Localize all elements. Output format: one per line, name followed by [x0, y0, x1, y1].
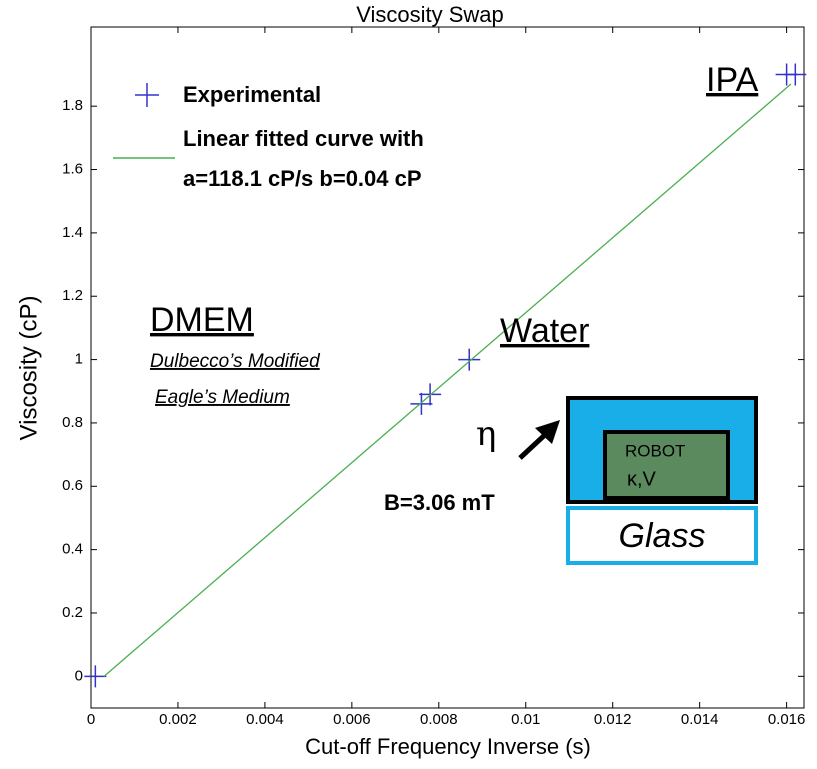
x-tick-label: 0	[87, 711, 95, 728]
annotation: Water	[500, 312, 589, 350]
arrow-shaft	[518, 430, 550, 460]
x-tick-label: 0.006	[333, 711, 371, 728]
y-tick-label: 1.4	[62, 224, 83, 241]
legend-note: a=118.1 cP/s b=0.04 cP	[183, 166, 422, 191]
annotation: ROBOT	[625, 441, 685, 460]
y-tick-label: 0.6	[62, 477, 83, 494]
x-tick-label: 0.01	[511, 711, 540, 728]
legend-label: Linear fitted curve with	[183, 126, 424, 151]
y-tick-label: 0.2	[62, 604, 83, 621]
x-tick-label: 0.012	[594, 711, 632, 728]
y-tick-label: 1.8	[62, 97, 83, 114]
chart-title: Viscosity Swap	[356, 2, 504, 27]
data-point	[458, 348, 481, 371]
annotation: κ,V	[627, 468, 657, 490]
y-tick-label: 0.8	[62, 414, 83, 431]
legend-marker	[135, 83, 159, 107]
x-tick-label: 0.014	[681, 711, 719, 728]
y-tick-label: 0	[75, 667, 83, 684]
inset-diagram	[518, 396, 758, 565]
y-tick-label: 1.6	[62, 161, 83, 178]
annotation: IPA	[706, 61, 759, 99]
x-tick-label: 0.008	[420, 711, 458, 728]
annotation: Eagle’s Medium	[155, 387, 290, 408]
annotation: η	[476, 414, 496, 454]
fit-line	[103, 83, 792, 677]
glass-box	[566, 506, 758, 565]
data-point	[84, 665, 107, 688]
y-tick-label: 1	[75, 351, 83, 368]
annotation: Glass	[619, 517, 706, 555]
data-point	[410, 392, 433, 415]
x-tick-label: 0.002	[159, 711, 197, 728]
y-tick-label: 1.2	[62, 287, 83, 304]
legend-label: Experimental	[183, 82, 321, 107]
x-tick-label: 0.016	[768, 711, 806, 728]
x-tick-label: 0.004	[246, 711, 284, 728]
x-axis-label: Cut-off Frequency Inverse (s)	[305, 734, 591, 759]
y-axis-label: Viscosity (cP)	[15, 296, 42, 441]
plot-frame	[90, 26, 805, 709]
y-tick-label: 0.4	[62, 541, 83, 558]
annotation: DMEM	[150, 301, 254, 339]
annotation: B=3.06 mT	[384, 490, 495, 515]
arrow-head	[535, 420, 560, 444]
annotation: Dulbecco’s Modified	[150, 351, 321, 372]
robot-box	[603, 430, 730, 500]
data-point	[784, 63, 807, 86]
